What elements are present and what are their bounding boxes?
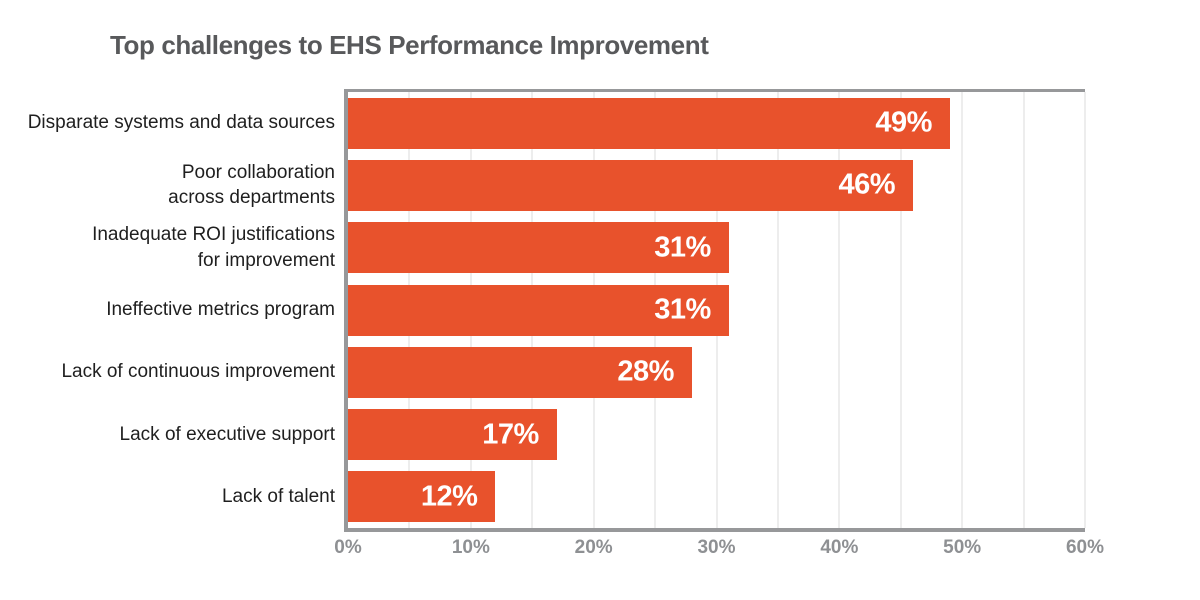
bar-value-label: 17% (482, 418, 539, 451)
category-label: Ineffective metrics program (106, 299, 335, 321)
gridline-40pct (838, 92, 841, 528)
gridline-45pct (899, 92, 902, 528)
x-tick-label-60: 60% (1065, 537, 1105, 558)
x-tick-label-50: 50% (943, 537, 982, 558)
chart-title: Top challenges to EHS Performance Improv… (110, 30, 709, 60)
category-label: Lack of talent (221, 486, 335, 508)
bar: 49% (348, 97, 950, 149)
bar: 46% (348, 159, 914, 211)
x-tick-label-20: 20% (574, 537, 613, 558)
bar-value-label: 46% (838, 168, 896, 201)
x-tick-label-40: 40% (820, 537, 859, 558)
x-axis-tick-labels: 0% 10% 20% 30% 40% 50% 60% (334, 537, 1104, 561)
category-label: Lack of executive support (119, 423, 335, 445)
bar-value-label: 31% (654, 231, 711, 264)
x-tick-label-0: 0% (334, 537, 362, 558)
bar: 31% (348, 284, 729, 336)
gridline-55pct (1022, 92, 1025, 528)
bar: 17% (348, 409, 557, 461)
bar: 28% (348, 346, 692, 398)
category-label: Lack of continuous improvement (61, 361, 335, 383)
gridline-50pct (961, 92, 964, 528)
bar-value-label: 28% (617, 355, 674, 388)
bar: 12% (348, 471, 496, 523)
x-tick-label-30: 30% (697, 537, 736, 558)
bar-value-label: 12% (420, 480, 478, 513)
category-axis-labels: Disparate systems and data sources Poor c… (0, 92, 335, 528)
gridline-35pct (776, 92, 779, 528)
category-label: Inadequate ROI justifications for improv… (92, 224, 335, 271)
bar-value-label: 49% (875, 106, 932, 139)
plot-area: 49% 46% 31% 31% 28% 17% 12% (344, 89, 1086, 532)
x-tick-label-10: 10% (451, 537, 490, 558)
category-label: Disparate systems and data sources (27, 112, 335, 134)
gridline-60pct (1084, 92, 1086, 528)
bar: 31% (348, 222, 729, 274)
bar-value-label: 31% (654, 293, 711, 326)
category-label: Poor collaboration across departments (168, 161, 335, 209)
